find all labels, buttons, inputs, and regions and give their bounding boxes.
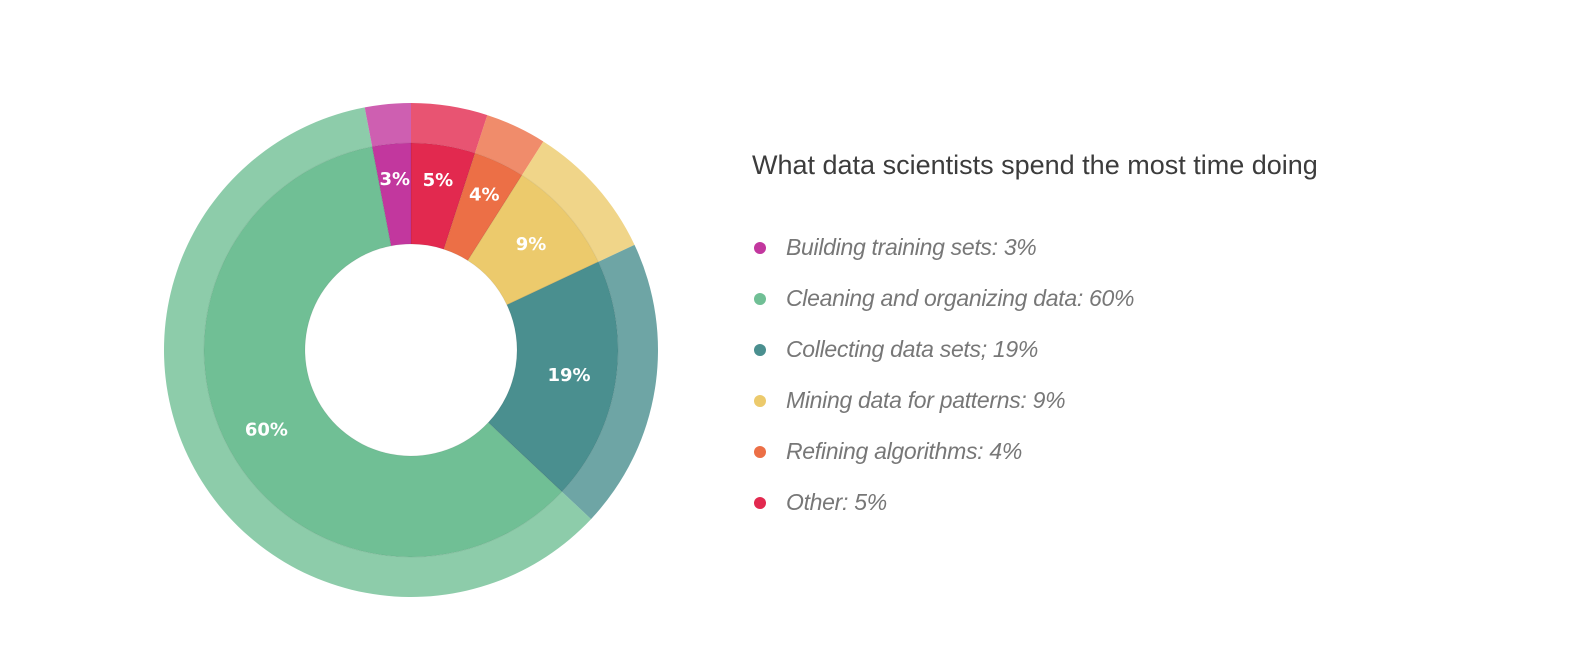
legend-dot-icon xyxy=(754,445,766,458)
chart-title: What data scientists spend the most time… xyxy=(752,150,1318,180)
legend-dot-icon xyxy=(754,241,766,254)
data-label: 3% xyxy=(380,169,411,190)
legend-item: Cleaning and organizing data: 60% xyxy=(752,273,1134,324)
data-label: 60% xyxy=(245,419,288,440)
legend-label: Mining data for patterns: 9% xyxy=(786,387,1066,413)
legend-item: Refining algorithms: 4% xyxy=(752,426,1134,477)
legend-dot-icon xyxy=(754,394,766,407)
slice-refining-algorithms xyxy=(443,152,523,262)
slice-cleaning-and-organizing-data xyxy=(203,146,563,558)
data-label: 19% xyxy=(547,365,590,386)
legend-dot-icon xyxy=(754,292,766,305)
legend-label: Other: 5% xyxy=(786,489,887,515)
slice-building-training-sets xyxy=(371,142,412,247)
slice-collecting-data-sets xyxy=(487,261,619,493)
data-label: 4% xyxy=(469,184,500,205)
legend-label: Refining algorithms: 4% xyxy=(786,438,1022,464)
slice-outer-collecting-data-sets xyxy=(561,244,658,520)
legend-dot-icon xyxy=(754,343,766,356)
legend-item: Mining data for patterns: 9% xyxy=(752,375,1134,426)
slice-outer-cleaning-and-organizing-data xyxy=(164,107,592,597)
legend: Building training sets: 3% Cleaning and o… xyxy=(752,222,1134,528)
legend-dot-icon xyxy=(754,496,766,509)
legend-item: Collecting data sets; 19% xyxy=(752,324,1134,375)
data-label: 5% xyxy=(423,170,454,191)
slice-outer-other xyxy=(411,103,488,154)
legend-item: Other: 5% xyxy=(752,477,1134,528)
legend-label: Building training sets: 3% xyxy=(786,234,1037,260)
slice-outer-refining-algorithms xyxy=(474,115,544,176)
slice-outer-building-training-sets xyxy=(364,103,411,147)
legend-label: Collecting data sets; 19% xyxy=(786,336,1039,362)
data-label: 9% xyxy=(516,234,547,255)
legend-label: Cleaning and organizing data: 60% xyxy=(786,285,1135,311)
legend-item: Building training sets: 3% xyxy=(752,222,1134,273)
donut-chart: 5% 4% 9% 19% 60% 3% xyxy=(164,103,658,597)
slice-mining-data-for-patterns xyxy=(467,174,599,306)
slice-outer-mining-data-for-patterns xyxy=(521,141,635,262)
